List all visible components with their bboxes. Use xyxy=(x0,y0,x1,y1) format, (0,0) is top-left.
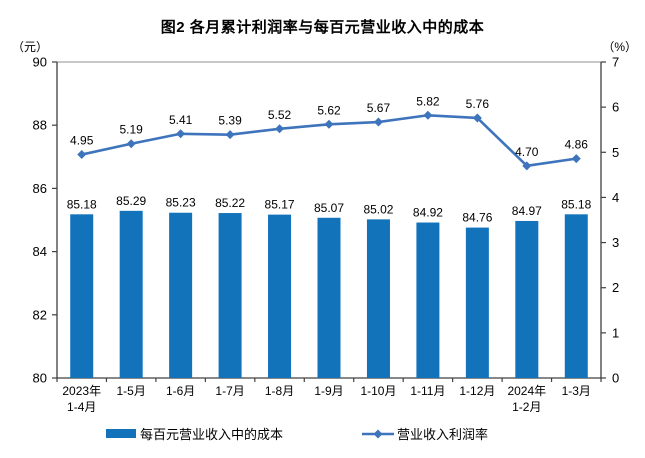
bar-series-legend-swatch-icon xyxy=(106,429,136,438)
line-point-marker xyxy=(472,113,482,123)
line-value-label: 5.41 xyxy=(169,113,193,127)
legend-item-profit-rate: 营业收入利润率 xyxy=(361,424,488,443)
line-point-marker xyxy=(126,139,136,149)
bar-value-label: 85.29 xyxy=(116,194,146,208)
bar xyxy=(218,213,242,378)
x-axis-category-label: 1-11月 xyxy=(410,384,445,398)
bar-value-label: 85.17 xyxy=(265,198,295,212)
line-point-marker xyxy=(176,129,186,139)
right-axis-tick-label: 5 xyxy=(612,145,619,160)
line-series-legend-label: 营业收入利润率 xyxy=(397,427,489,442)
bar-value-label: 85.23 xyxy=(166,196,196,210)
bar xyxy=(465,227,489,378)
bar-value-label: 84.76 xyxy=(462,211,492,225)
left-axis-tick-label: 86 xyxy=(33,181,47,196)
x-axis-category-label: 1-8月 xyxy=(265,384,294,398)
line-value-label: 5.82 xyxy=(416,94,440,108)
line-value-label: 5.76 xyxy=(466,97,490,111)
x-axis-category-label: 1-5月 xyxy=(117,384,146,398)
bar-value-label: 85.18 xyxy=(67,197,97,211)
left-axis-tick-label: 80 xyxy=(33,371,47,386)
x-axis-category-label: 1-3月 xyxy=(562,384,591,398)
bar xyxy=(268,214,292,378)
chart-legend: 每百元营业收入中的成本 营业收入利润率 xyxy=(106,424,488,443)
bar xyxy=(416,222,440,378)
left-axis-unit-label: （元） xyxy=(12,40,49,54)
bar xyxy=(169,212,193,378)
bar xyxy=(515,220,539,378)
bar-value-label: 85.02 xyxy=(363,202,393,216)
bar xyxy=(119,210,143,378)
bar-value-label: 85.22 xyxy=(215,196,245,210)
line-point-marker xyxy=(225,130,235,140)
left-axis-tick-label: 90 xyxy=(33,55,47,70)
right-axis-tick-label: 4 xyxy=(612,190,619,205)
line-series-legend-swatch-icon xyxy=(362,429,395,438)
bar-value-label: 84.97 xyxy=(512,204,542,218)
bar xyxy=(564,214,588,378)
x-axis-category-label: 1-7月 xyxy=(215,384,244,398)
bar-value-label: 84.92 xyxy=(413,206,443,220)
line-value-label: 5.67 xyxy=(367,101,391,115)
legend-item-cost: 每百元营业收入中的成本 xyxy=(106,424,283,443)
right-axis-tick-label: 6 xyxy=(612,100,619,115)
x-axis-category-label: 1-12月 xyxy=(459,384,495,398)
line-value-label: 4.86 xyxy=(565,138,589,152)
line-value-label: 4.95 xyxy=(70,134,94,148)
left-axis-tick-label: 84 xyxy=(33,244,47,259)
right-axis-tick-label: 2 xyxy=(612,280,619,295)
x-axis-category-label: 1-6月 xyxy=(166,384,195,398)
bar xyxy=(70,214,94,378)
right-axis-tick-label: 3 xyxy=(612,235,619,250)
x-axis-category-label: 1-4月 xyxy=(67,400,96,414)
line-point-marker xyxy=(275,124,285,134)
left-axis-tick-label: 82 xyxy=(33,307,47,322)
line-value-label: 5.39 xyxy=(218,114,242,128)
line-value-label: 5.52 xyxy=(268,108,292,122)
bar-value-label: 85.18 xyxy=(561,197,591,211)
x-axis-category-label: 2024年 xyxy=(507,384,546,398)
line-point-marker xyxy=(423,110,433,120)
line-point-marker xyxy=(324,119,334,129)
bar-series-legend-label: 每百元营业收入中的成本 xyxy=(140,427,284,442)
bar xyxy=(366,219,390,378)
x-axis-category-label: 1-9月 xyxy=(314,384,343,398)
x-axis-category-label: 2023年 xyxy=(62,384,101,398)
right-axis-tick-label: 0 xyxy=(612,371,619,386)
right-axis-tick-label: 7 xyxy=(612,55,619,70)
left-axis-tick-label: 88 xyxy=(33,118,47,133)
x-axis-category-label: 1-2月 xyxy=(512,400,541,414)
line-value-label: 4.70 xyxy=(515,145,539,159)
right-axis-tick-label: 1 xyxy=(612,325,619,340)
line-point-marker xyxy=(77,150,87,160)
x-axis-category-label: 1-10月 xyxy=(360,384,396,398)
chart-title: 图2 各月累计利润率与每百元营业收入中的成本 xyxy=(160,19,485,36)
line-point-marker xyxy=(571,154,581,164)
line-point-marker xyxy=(522,161,532,171)
line-value-label: 5.19 xyxy=(120,123,144,137)
bar-value-label: 85.07 xyxy=(314,201,344,215)
line-value-label: 5.62 xyxy=(317,103,341,117)
right-axis-unit-label: （%） xyxy=(602,40,637,54)
bar xyxy=(317,217,341,378)
line-point-marker xyxy=(373,117,383,127)
